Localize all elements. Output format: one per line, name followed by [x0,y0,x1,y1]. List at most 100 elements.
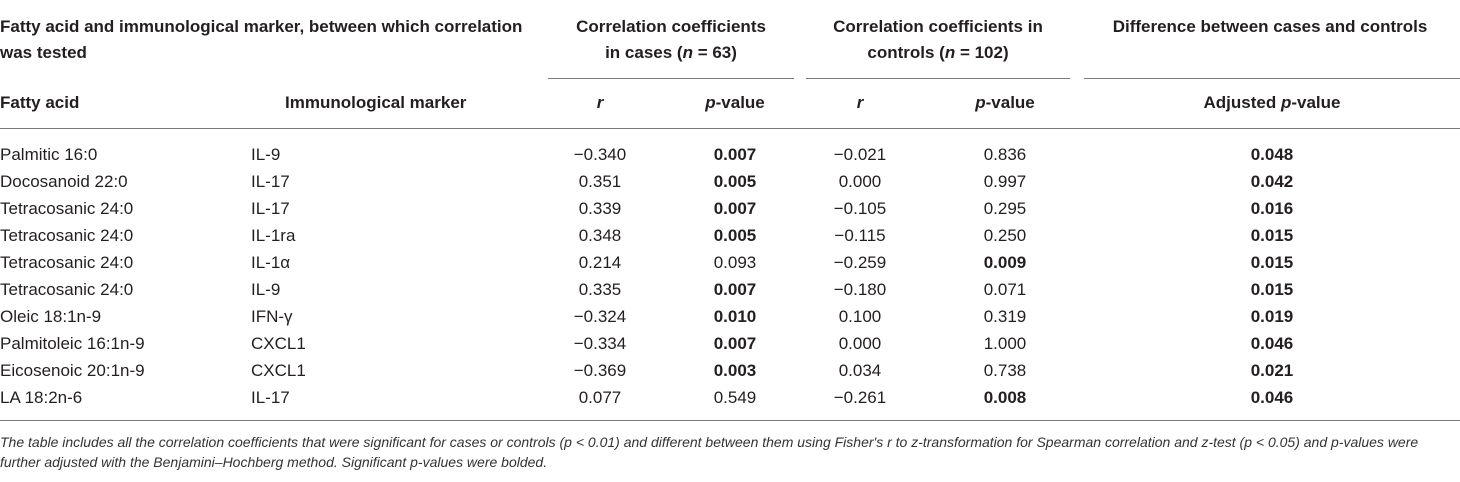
cell-fatty-acid: Tetracosanic 24:0 [0,226,134,245]
cell-p-adjusted: 0.015 [1250,280,1294,299]
cell-r-controls: −0.180 [833,280,887,299]
cell-p-cases: 0.007 [713,199,757,218]
cell-p-controls: 0.250 [983,226,1027,245]
cell-marker: IL-17 [251,172,290,191]
header-cases-group: Correlation coefficients in cases (n = 6… [548,14,794,66]
cell-marker: IFN-γ [251,307,293,326]
cell-p-adjusted: 0.046 [1250,388,1294,407]
header-cases-n: n [682,43,693,62]
subheader-p-controls-sym: p [975,93,986,112]
cell-p-cases: 0.003 [713,361,757,380]
cell-marker: IL-17 [251,199,290,218]
header-difference-group: Difference between cases and controls [1112,17,1428,36]
header-cases-line1: Correlation coefficients [576,17,766,36]
cell-fatty-acid: Palmitoleic 16:1n-9 [0,334,145,353]
cell-p-adjusted: 0.019 [1250,307,1294,326]
header-bottom-rule [0,128,1460,129]
cell-p-cases: 0.005 [713,172,757,191]
header-cases-line2-a: in cases ( [605,43,683,62]
cell-p-adjusted: 0.015 [1250,226,1294,245]
cell-p-controls: 0.997 [983,172,1027,191]
cell-p-cases: 0.007 [713,334,757,353]
cell-marker: IL-17 [251,388,290,407]
cell-r-controls: 0.100 [838,307,882,326]
cell-p-adjusted: 0.046 [1250,334,1294,353]
cell-p-adjusted: 0.042 [1250,172,1294,191]
cell-marker: IL-1ra [251,226,296,245]
header-cases-line2-b: = 63) [692,43,737,62]
cell-r-cases: 0.214 [578,253,622,272]
cell-p-adjusted: 0.048 [1250,145,1294,164]
subheader-p-cases-sym: p [705,93,716,112]
subheader-p-controls: p-value [940,90,1070,116]
cell-p-cases: 0.093 [713,253,757,272]
subheader-r-cases-sym: r [596,93,604,112]
cell-p-cases: 0.007 [713,145,757,164]
cell-fatty-acid: Oleic 18:1n-9 [0,307,102,326]
subheader-immuno-marker: Immunological marker [285,93,467,112]
header-controls-line2-a: controls ( [867,43,945,62]
cell-fatty-acid: Docosanoid 22:0 [0,172,128,191]
cell-fatty-acid: Palmitic 16:0 [0,145,98,164]
subheader-r-controls-sym: r [856,93,864,112]
cell-p-controls: 0.071 [983,280,1027,299]
cell-marker: IL-9 [251,145,281,164]
cell-r-controls: 0.034 [838,361,882,380]
cell-p-controls: 0.295 [983,199,1027,218]
cell-marker: CXCL1 [251,361,306,380]
cell-r-cases: −0.324 [573,307,627,326]
cell-fatty-acid: LA 18:2n-6 [0,388,83,407]
cell-fatty-acid: Tetracosanic 24:0 [0,199,134,218]
difference-group-rule [1084,78,1460,79]
cell-r-controls: 0.000 [838,172,882,191]
subheader-p-controls-suffix: -value [985,93,1035,112]
cell-r-cases: −0.340 [573,145,627,164]
subheader-adjusted-p: Adjusted p-value [1084,90,1460,116]
cell-r-controls: −0.261 [833,388,887,407]
controls-group-rule [806,78,1070,79]
subheader-adjusted-p-sym: p [1280,93,1292,112]
cell-r-cases: 0.335 [578,280,622,299]
subheader-adjusted-prefix: Adjusted [1203,93,1281,112]
cell-r-cases: 0.339 [578,199,622,218]
cell-p-controls: 0.836 [983,145,1027,164]
header-controls-line1: Correlation coefficients in [833,17,1043,36]
cell-r-cases: −0.334 [573,334,627,353]
cell-r-controls: −0.105 [833,199,887,218]
cell-p-adjusted: 0.015 [1250,253,1294,272]
cell-p-controls: 1.000 [983,334,1027,353]
cell-r-cases: 0.351 [578,172,622,191]
cell-fatty-acid: Tetracosanic 24:0 [0,253,134,272]
cell-p-cases: 0.005 [713,226,757,245]
table-bottom-rule [0,420,1460,421]
cell-fatty-acid: Eicosenoic 20:1n-9 [0,361,145,380]
cell-r-controls: 0.000 [838,334,882,353]
cell-p-controls: 0.738 [983,361,1027,380]
cell-r-controls: −0.021 [833,145,887,164]
header-controls-n: n [944,43,956,62]
cell-p-adjusted: 0.021 [1250,361,1294,380]
subheader-r-cases: r [560,90,640,116]
cell-marker: IL-9 [251,280,281,299]
cell-p-controls: 0.319 [983,307,1027,326]
header-controls-line2-b: = 102) [955,43,1009,62]
subheader-p-cases: p-value [670,90,800,116]
subheader-adjusted-suffix: -value [1291,93,1341,112]
cell-r-cases: −0.369 [573,361,627,380]
cell-r-controls: −0.259 [833,253,887,272]
cell-p-cases: 0.007 [713,280,757,299]
subheader-fatty-acid: Fatty acid [0,93,80,112]
table-footnote: The table includes all the correlation c… [0,434,1419,470]
cell-marker: CXCL1 [251,334,306,353]
cell-p-adjusted: 0.016 [1250,199,1294,218]
cell-p-cases: 0.549 [713,388,757,407]
cell-fatty-acid: Tetracosanic 24:0 [0,280,134,299]
subheader-p-cases-suffix: -value [715,93,765,112]
cell-marker: IL-1α [251,253,291,272]
cases-group-rule [548,78,794,79]
cell-p-controls: 0.008 [983,388,1027,407]
cell-r-cases: 0.348 [578,226,622,245]
cell-p-controls: 0.009 [983,253,1027,272]
cell-r-cases: 0.077 [578,388,622,407]
subheader-r-controls: r [820,90,900,116]
